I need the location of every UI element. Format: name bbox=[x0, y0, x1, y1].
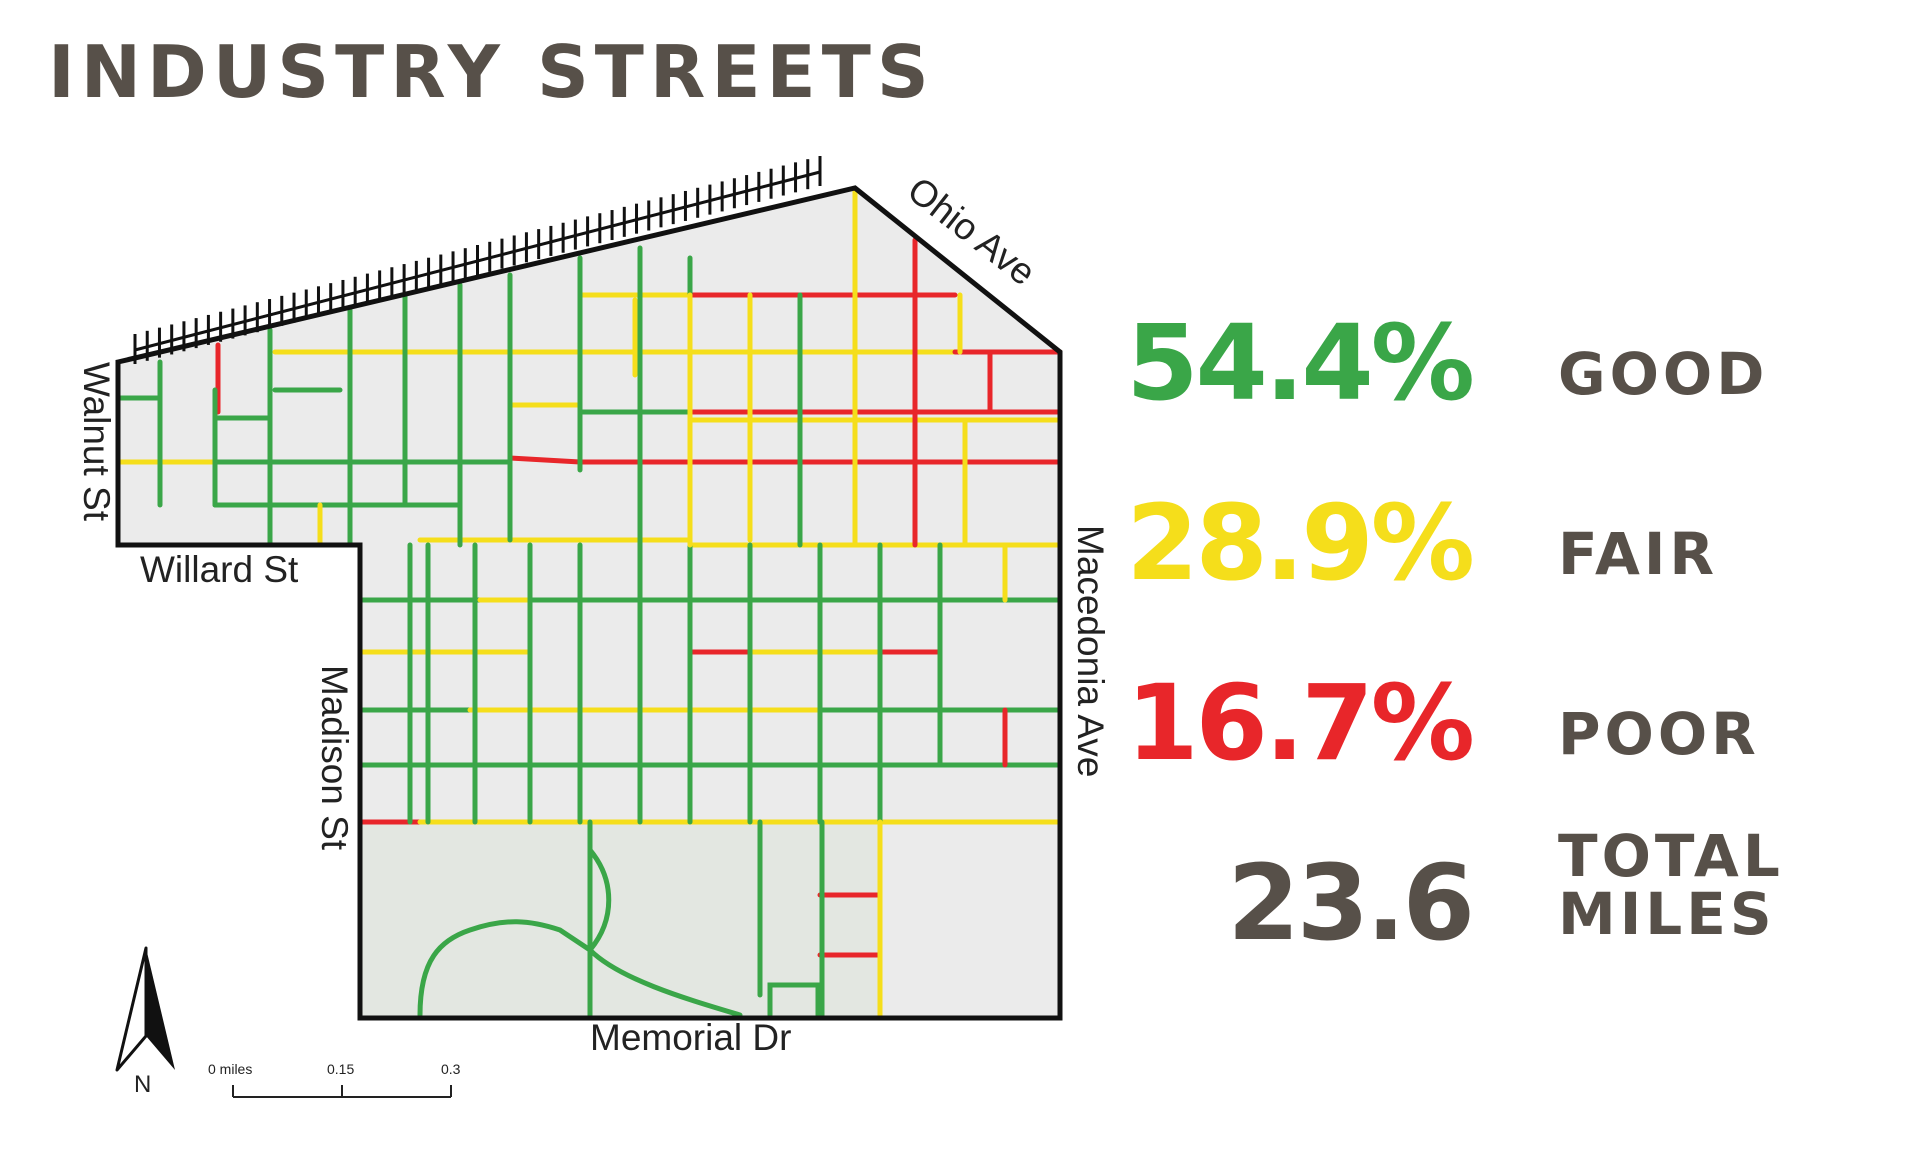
stat-total: 23.6 TOTAL MILES bbox=[1180, 825, 1900, 975]
stat-good-label: GOOD bbox=[1558, 340, 1769, 408]
stat-poor-value: 16.7% bbox=[1126, 662, 1475, 784]
street-label-macedonia-ave: Macedonia Ave bbox=[1070, 525, 1111, 777]
stat-good-value: 54.4% bbox=[1126, 302, 1475, 424]
scale-bar: 0 miles 0.15 0.3 bbox=[208, 1061, 461, 1098]
stat-total-value: 23.6 bbox=[1227, 842, 1475, 964]
stat-fair: 28.9% FAIR bbox=[1126, 465, 1900, 615]
north-arrow-icon: N bbox=[115, 946, 175, 1098]
scale-tick-2: 0.3 bbox=[441, 1061, 461, 1077]
district-boundary bbox=[115, 185, 1063, 1021]
street-label-madison-st: Madison St bbox=[314, 665, 355, 851]
street-label-memorial-dr: Memorial Dr bbox=[590, 1017, 791, 1058]
park-paths bbox=[417, 847, 821, 1018]
park-east-trail bbox=[767, 982, 821, 1018]
study-area bbox=[118, 188, 1060, 1018]
stat-poor: 16.7% POOR bbox=[1126, 645, 1900, 795]
park-area bbox=[360, 822, 880, 1018]
stat-good: 54.4% GOOD bbox=[1126, 285, 1900, 435]
map-title: INDUSTRY STREETS bbox=[48, 30, 935, 114]
street-segment bbox=[507, 455, 583, 465]
park-trail bbox=[586, 847, 743, 1018]
north-label: N bbox=[134, 1071, 151, 1098]
stat-fair-label: FAIR bbox=[1558, 520, 1719, 588]
park-loop-path bbox=[417, 919, 593, 1018]
stat-fair-value: 28.9% bbox=[1126, 482, 1475, 604]
street-segments bbox=[115, 187, 1063, 1021]
scale-tick-1: 0.15 bbox=[327, 1061, 354, 1077]
street-label-willard-st: Willard St bbox=[140, 549, 299, 590]
scale-tick-0: 0 miles bbox=[208, 1061, 252, 1077]
stat-total-label: TOTAL MILES bbox=[1558, 822, 1784, 948]
street-label-walnut-st: Walnut St bbox=[76, 362, 117, 522]
stat-poor-label: POOR bbox=[1558, 700, 1760, 768]
